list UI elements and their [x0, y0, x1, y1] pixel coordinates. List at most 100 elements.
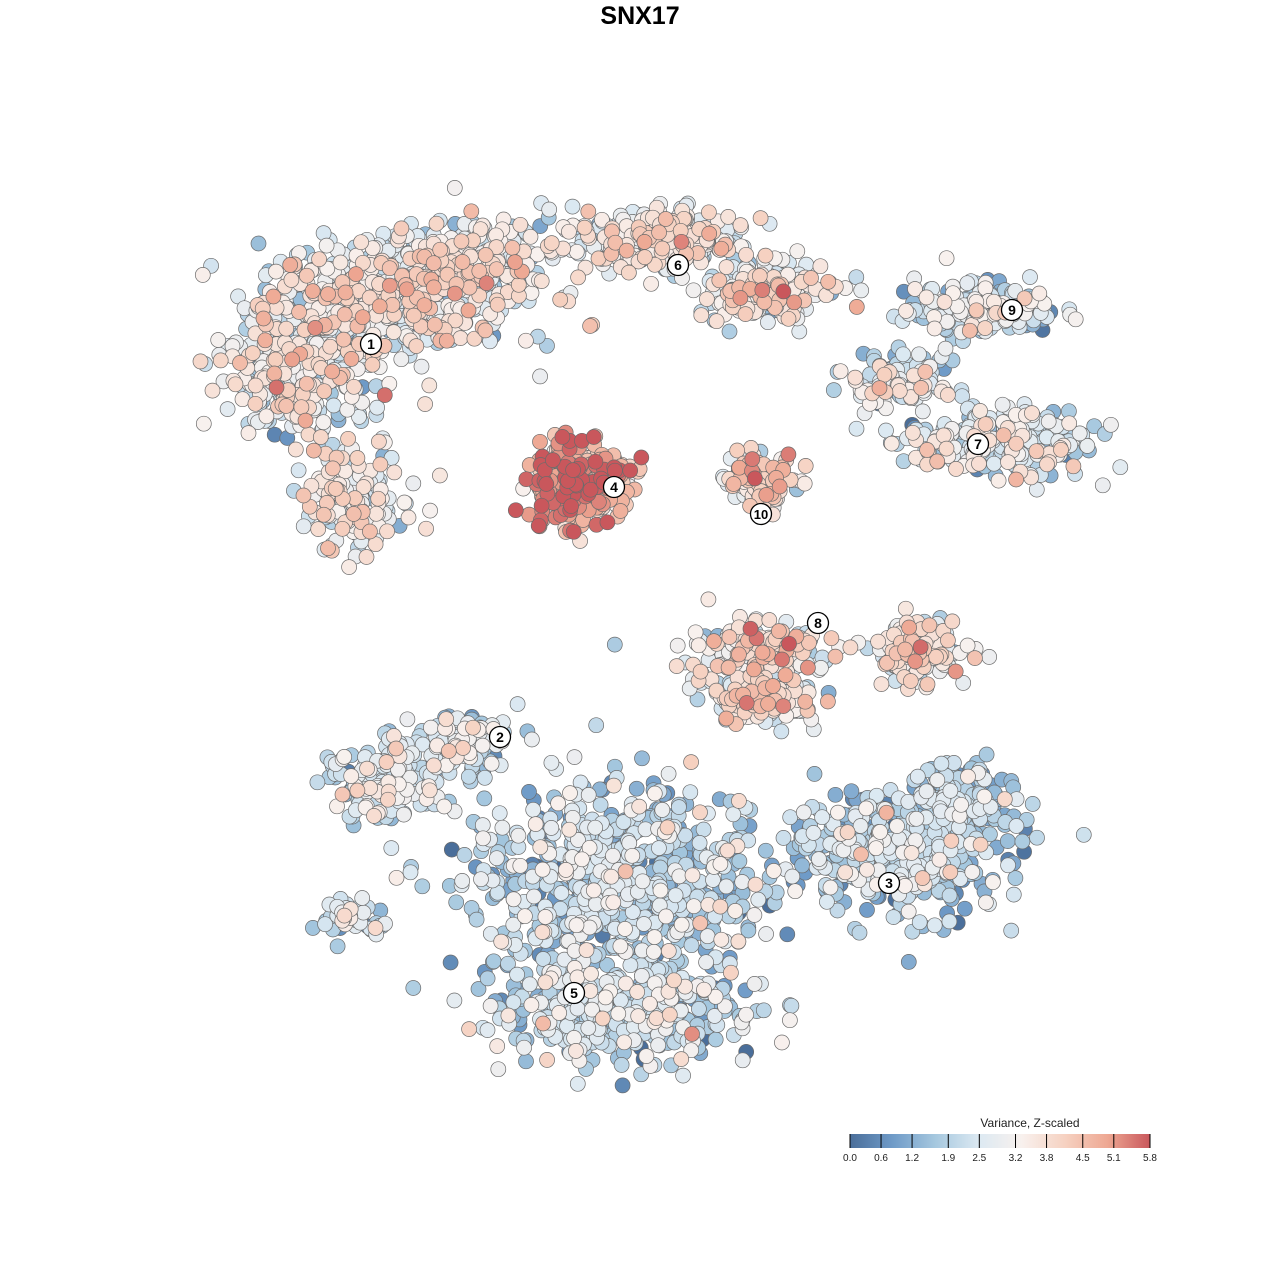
- scatter-point: [448, 894, 465, 911]
- scatter-point: [561, 223, 577, 240]
- scatter-point: [518, 332, 534, 349]
- scatter-point: [725, 806, 742, 823]
- scatter-point: [494, 819, 511, 836]
- scatter-point: [393, 351, 410, 368]
- scatter-point: [738, 1006, 754, 1023]
- scatter-point: [516, 1039, 532, 1056]
- scatter-point: [476, 769, 493, 786]
- scatter-point: [543, 235, 560, 251]
- scatter-point: [839, 824, 856, 841]
- scatter-point: [461, 1021, 477, 1037]
- scatter-point: [383, 840, 400, 856]
- scatter-point: [490, 1061, 507, 1078]
- scatter-point: [568, 1043, 584, 1059]
- scatter-point: [343, 768, 360, 784]
- scatter-point: [926, 320, 943, 337]
- scatter-point: [696, 981, 712, 998]
- scatter-point: [690, 637, 707, 654]
- scatter-point: [588, 717, 605, 734]
- scatter-point: [368, 505, 385, 522]
- scatter-point: [562, 785, 578, 801]
- scatter-point: [953, 796, 969, 813]
- scatter-point: [534, 861, 551, 878]
- scatter-point: [212, 352, 229, 369]
- scatter-point: [527, 816, 544, 832]
- scatter-point: [811, 851, 827, 867]
- scatter-point: [583, 965, 599, 982]
- scatter-point: [388, 869, 405, 886]
- scatter-point: [827, 786, 844, 803]
- scatter-point: [421, 782, 438, 799]
- scatter-point: [446, 992, 463, 1009]
- scatter-point: [685, 282, 702, 299]
- scatter-point: [460, 768, 477, 785]
- scatter-point: [891, 383, 908, 399]
- scatter-point: [580, 787, 597, 803]
- scatter-point: [731, 853, 748, 869]
- scatter-point: [682, 784, 699, 801]
- scatter-point: [566, 749, 583, 765]
- scatter-point: [972, 836, 989, 853]
- scatter-point: [295, 518, 312, 535]
- scatter-point: [553, 885, 570, 901]
- scatter-point: [1039, 456, 1055, 473]
- scatter-point: [315, 414, 332, 431]
- scatter-point: [505, 994, 522, 1011]
- scatter-point: [731, 793, 747, 809]
- scatter-point: [423, 719, 439, 736]
- scatter-point: [795, 804, 812, 821]
- scatter-point: [673, 1051, 690, 1067]
- scatter-point: [774, 1034, 790, 1051]
- scatter-point: [868, 840, 884, 857]
- scatter-point: [455, 740, 471, 756]
- scatter-point: [468, 911, 485, 928]
- scatter-point: [848, 420, 865, 437]
- scatter-point: [1061, 415, 1078, 432]
- scatter-point: [978, 894, 994, 911]
- scatter-point: [1003, 922, 1020, 939]
- scatter-point: [732, 217, 749, 233]
- scatter-point: [1022, 269, 1038, 285]
- points-layer: [192, 180, 1129, 1094]
- chart-title: SNX17: [600, 2, 680, 30]
- scatter-point: [587, 819, 604, 836]
- scatter-point: [671, 868, 688, 885]
- scatter-point: [400, 509, 417, 526]
- scatter-point: [446, 180, 463, 196]
- scatter-point: [414, 878, 431, 895]
- scatter-point: [605, 894, 622, 911]
- scatter-point: [691, 835, 708, 851]
- scatter-point: [194, 267, 211, 283]
- scatter-point: [525, 801, 542, 818]
- scatter-point: [1086, 418, 1103, 435]
- scatter-point: [1067, 311, 1084, 328]
- scatter-point: [566, 1030, 582, 1046]
- scatter-point: [796, 475, 813, 492]
- scatter-point: [442, 954, 459, 971]
- scatter-point: [651, 840, 667, 856]
- scatter-point: [675, 1067, 691, 1084]
- scatter-point: [944, 613, 961, 630]
- scatter-point: [395, 806, 412, 823]
- scatter-point: [340, 430, 356, 447]
- scatter-point: [336, 749, 353, 765]
- scatter-point: [509, 696, 526, 712]
- scatter-point: [636, 916, 652, 932]
- scatter-point: [853, 282, 870, 299]
- scatter-point: [758, 926, 774, 942]
- scatter-point: [936, 294, 953, 310]
- scatter-point: [362, 780, 379, 796]
- scatter-point: [847, 369, 864, 386]
- scatter-point: [784, 868, 801, 885]
- scatter-point: [889, 818, 905, 834]
- scatter-point: [858, 800, 875, 817]
- scatter-point: [900, 954, 917, 970]
- scatter-point: [837, 864, 854, 881]
- scatter-point: [227, 376, 244, 393]
- scatter-point: [911, 346, 927, 363]
- scatter-point: [1024, 405, 1040, 421]
- scatter-point: [617, 921, 633, 937]
- scatter-point: [1053, 441, 1069, 458]
- scatter-point: [533, 273, 550, 289]
- scatter-point: [878, 422, 894, 439]
